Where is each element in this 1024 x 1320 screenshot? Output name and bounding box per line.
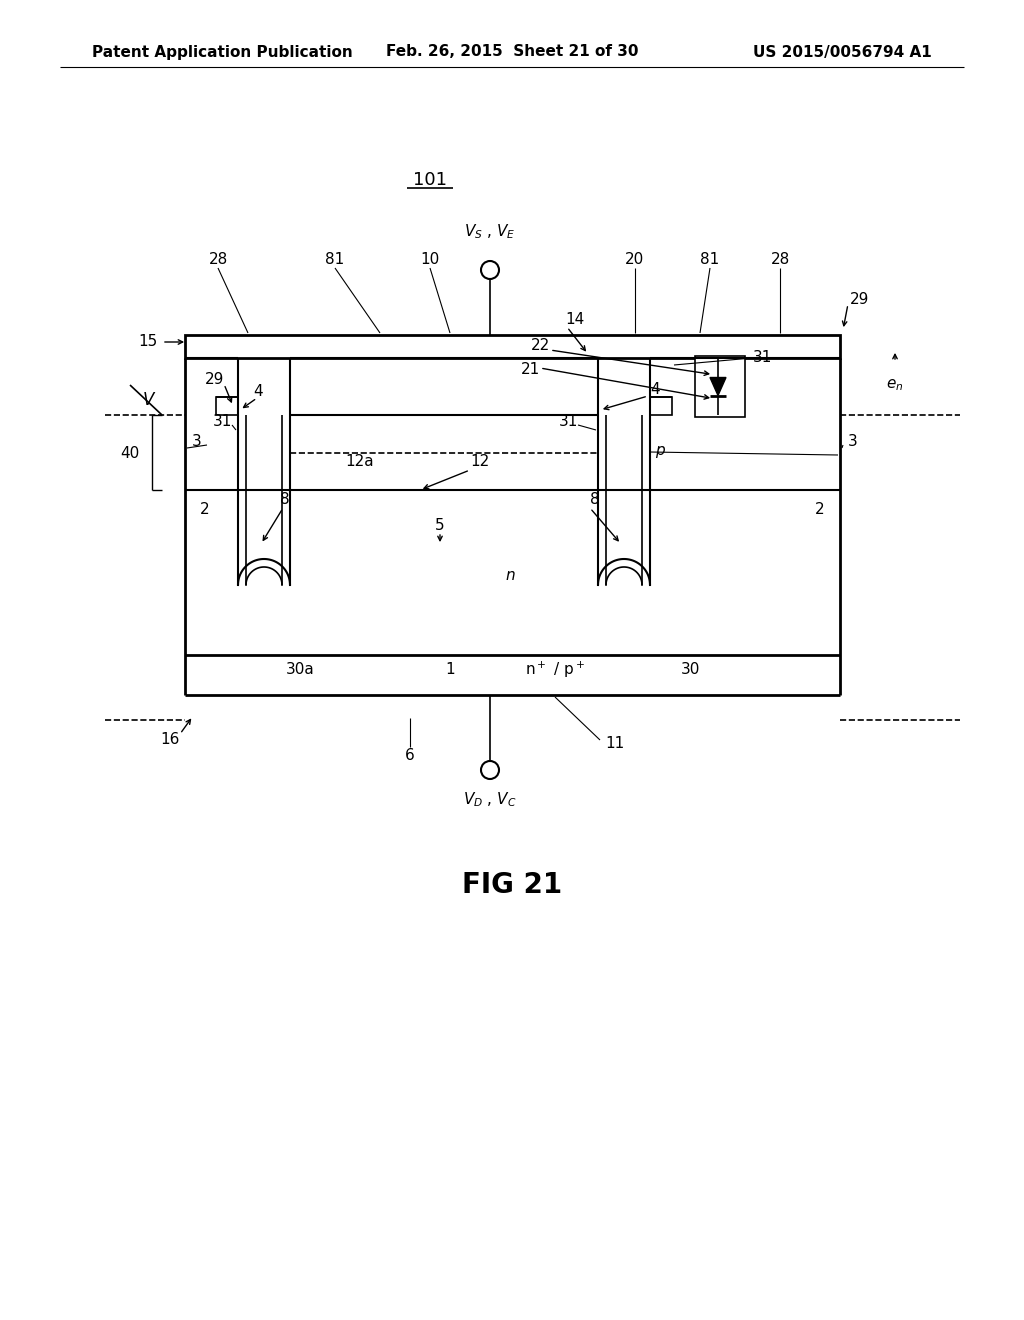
Text: 40: 40 [121,446,139,461]
Text: 11: 11 [605,735,625,751]
Text: 101: 101 [413,172,447,189]
Text: p: p [655,442,665,458]
Text: 31: 31 [753,351,772,366]
Text: n: n [505,568,515,582]
Text: 3: 3 [193,434,202,450]
Bar [185,335,840,358]
Text: Feb. 26, 2015  Sheet 21 of 30: Feb. 26, 2015 Sheet 21 of 30 [386,45,638,59]
Text: 8: 8 [281,492,290,507]
Polygon shape [710,378,726,396]
Text: 31: 31 [558,414,578,429]
Text: 21: 21 [520,363,540,378]
Text: 2: 2 [815,503,824,517]
Text: V: V [142,391,154,409]
Text: 12: 12 [470,454,489,470]
Text: 2: 2 [200,503,210,517]
Text: 30a: 30a [286,663,314,677]
Text: Patent Application Publication: Patent Application Publication [92,45,352,59]
Bar [216,397,238,414]
Bar [695,356,745,417]
Text: 16: 16 [161,733,179,747]
Text: n$^+$ / p$^+$: n$^+$ / p$^+$ [525,660,585,680]
Text: 81: 81 [700,252,720,268]
Text: 3: 3 [848,434,858,450]
Text: 81: 81 [326,252,345,268]
Text: 28: 28 [208,252,227,268]
Text: 1: 1 [445,663,455,677]
Text: 15: 15 [138,334,158,350]
Text: $e_n$: $e_n$ [887,378,904,393]
Bar [650,397,672,414]
Text: FIG 21: FIG 21 [462,871,562,899]
Text: 5: 5 [435,517,444,532]
Text: $V_S$ , $V_E$: $V_S$ , $V_E$ [464,223,516,242]
Text: 20: 20 [626,252,645,268]
Text: 12a: 12a [346,454,375,470]
Text: 6: 6 [406,747,415,763]
Text: 14: 14 [565,313,585,327]
Text: US 2015/0056794 A1: US 2015/0056794 A1 [754,45,932,59]
Text: 29: 29 [850,293,869,308]
Text: 30: 30 [680,663,699,677]
Text: 4: 4 [650,383,659,397]
Text: 29: 29 [206,372,224,388]
Text: 10: 10 [421,252,439,268]
Text: 22: 22 [530,338,550,352]
Text: 28: 28 [770,252,790,268]
Text: 8: 8 [590,492,600,507]
Text: $V_D$ , $V_C$: $V_D$ , $V_C$ [463,791,517,809]
Text: 31: 31 [212,414,231,429]
Text: 4: 4 [253,384,263,400]
